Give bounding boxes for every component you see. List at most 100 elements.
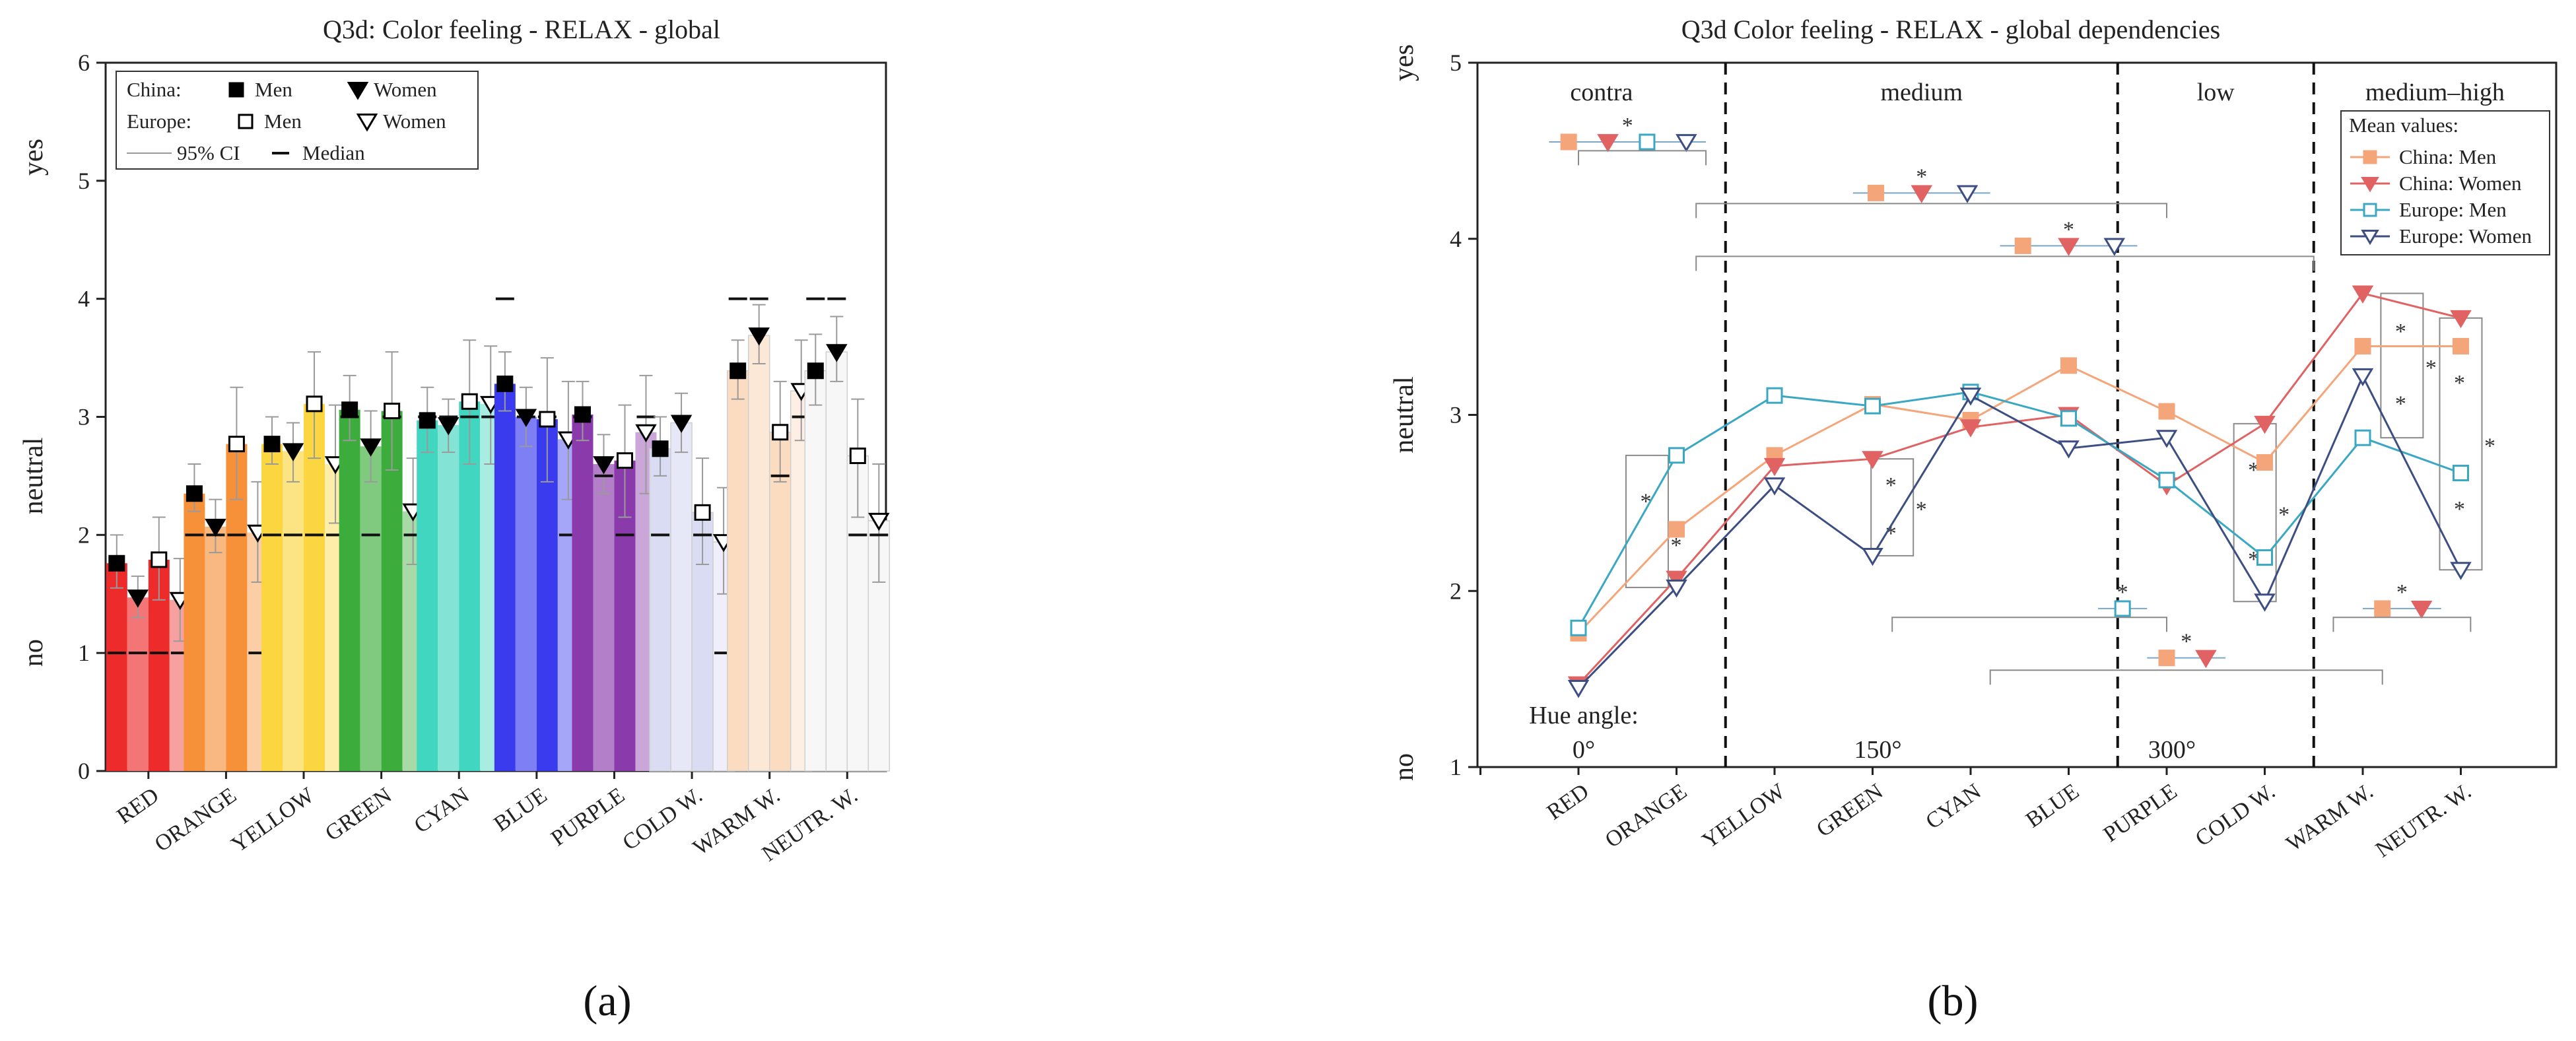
series-point bbox=[1668, 447, 1685, 464]
legend-entry: Europe: Men bbox=[2399, 198, 2507, 221]
legend-entry: Europe: Women bbox=[2399, 224, 2532, 248]
significance-star: * bbox=[1622, 114, 1633, 138]
significance-star: * bbox=[2248, 458, 2259, 483]
y-axis-label: yes bbox=[1389, 44, 1419, 81]
bar bbox=[572, 414, 593, 771]
zone-mean-marker bbox=[2103, 238, 2126, 256]
bar bbox=[205, 526, 226, 771]
bar bbox=[261, 444, 283, 771]
significance-star: * bbox=[2395, 319, 2406, 344]
series-point bbox=[2450, 562, 2472, 580]
legend-china-women-marker bbox=[347, 82, 369, 100]
y-tick-label: 4 bbox=[78, 286, 90, 312]
significance-bracket bbox=[1891, 617, 2167, 632]
series-point bbox=[1763, 477, 1786, 496]
significance-bracket bbox=[1695, 255, 2315, 271]
zone-mean-marker bbox=[2114, 600, 2131, 617]
bar bbox=[649, 448, 671, 772]
series-point bbox=[2254, 593, 2276, 612]
zone-mean-marker bbox=[1867, 184, 1884, 201]
series-point bbox=[2450, 310, 2472, 329]
series-point bbox=[1567, 680, 1590, 698]
significance-box bbox=[1870, 458, 1915, 556]
legend-ci-label: 95% CI bbox=[177, 141, 240, 164]
mean-marker bbox=[108, 554, 125, 572]
significance-star: * bbox=[2117, 580, 2128, 605]
zone-mean-marker bbox=[2158, 650, 2175, 667]
significance-box bbox=[2380, 292, 2424, 439]
series-point bbox=[1766, 387, 1783, 404]
series-point bbox=[1666, 579, 1687, 598]
mean-marker bbox=[729, 362, 747, 380]
series-point bbox=[2060, 410, 2077, 427]
subfigure-label-b: (b) bbox=[1928, 977, 1979, 1025]
mean-marker bbox=[748, 327, 770, 346]
mean-marker bbox=[539, 411, 556, 428]
bar bbox=[339, 409, 360, 771]
legend-china-men-marker bbox=[228, 82, 244, 98]
mean-marker bbox=[670, 415, 693, 433]
zone-mean-marker bbox=[1639, 133, 1656, 151]
zone-mean-marker bbox=[1676, 134, 1697, 152]
mean-marker bbox=[437, 417, 459, 436]
significance-bracket bbox=[1989, 669, 2383, 685]
x-category-label: CYAN bbox=[410, 783, 474, 838]
bar bbox=[593, 464, 615, 771]
significance-star: * bbox=[2063, 217, 2074, 242]
series-point bbox=[2352, 368, 2374, 387]
series-point bbox=[1668, 521, 1685, 538]
bar bbox=[304, 403, 325, 771]
significance-star: * bbox=[2396, 580, 2408, 605]
x-category-label: NEUTR. W. bbox=[2371, 779, 2476, 862]
chart-a-title: Q3d: Color feeling - RELAX - global bbox=[323, 15, 720, 44]
line-chart-panel: Q3d Color feeling - RELAX - global depen… bbox=[1389, 15, 2558, 1025]
mean-marker bbox=[228, 436, 245, 453]
bar bbox=[417, 420, 438, 771]
mean-marker bbox=[496, 375, 514, 392]
significance-star: * bbox=[2454, 497, 2465, 521]
bar bbox=[825, 351, 848, 772]
legend-box bbox=[116, 71, 479, 170]
mean-marker bbox=[849, 448, 866, 465]
legend-entry: China: Men bbox=[2399, 145, 2497, 168]
series-point bbox=[2158, 403, 2175, 420]
series-point bbox=[1862, 451, 1883, 469]
legend-china-men-label: Men bbox=[255, 78, 292, 101]
zone-mean-marker bbox=[1597, 134, 1619, 152]
significance-star: * bbox=[2278, 503, 2289, 527]
y-tick-label: 5 bbox=[78, 168, 90, 194]
legend-marker bbox=[2363, 203, 2377, 217]
series-point bbox=[2155, 430, 2178, 448]
x-category-label: YELLOW bbox=[1698, 779, 1790, 854]
legend-europe-women-marker bbox=[356, 114, 378, 132]
mean-marker bbox=[282, 443, 304, 461]
bar bbox=[804, 370, 827, 772]
significance-star: * bbox=[2395, 391, 2406, 416]
series-point bbox=[2453, 337, 2469, 354]
significance-star: * bbox=[2181, 630, 2192, 654]
mean-marker bbox=[186, 485, 203, 502]
y-tick-label: 2 bbox=[78, 521, 90, 548]
series-point bbox=[1959, 387, 1982, 406]
y-axis-label: neutral bbox=[1389, 376, 1419, 453]
zone-label: low bbox=[2197, 79, 2235, 106]
significance-bracket bbox=[1695, 203, 2167, 218]
zone-mean-marker bbox=[2374, 600, 2391, 617]
x-category-label: GREEN bbox=[321, 783, 396, 846]
significance-star: * bbox=[2454, 371, 2465, 395]
zone-label: medium bbox=[1880, 79, 1963, 106]
bar bbox=[768, 431, 792, 772]
series-point bbox=[1862, 547, 1883, 566]
x-category-label: BLUE bbox=[490, 783, 552, 836]
zone-mean-marker bbox=[1956, 185, 1979, 203]
significance-star: * bbox=[1885, 521, 1897, 546]
x-category-label: PURPLE bbox=[2099, 779, 2182, 847]
legend-marker bbox=[2361, 176, 2379, 193]
y-tick-label: 4 bbox=[1450, 226, 1462, 252]
bar bbox=[283, 451, 304, 771]
x-category-label: YELLOW bbox=[227, 783, 320, 857]
series-line bbox=[1577, 391, 2462, 629]
series-point bbox=[1959, 419, 1982, 438]
mean-marker bbox=[868, 512, 890, 531]
